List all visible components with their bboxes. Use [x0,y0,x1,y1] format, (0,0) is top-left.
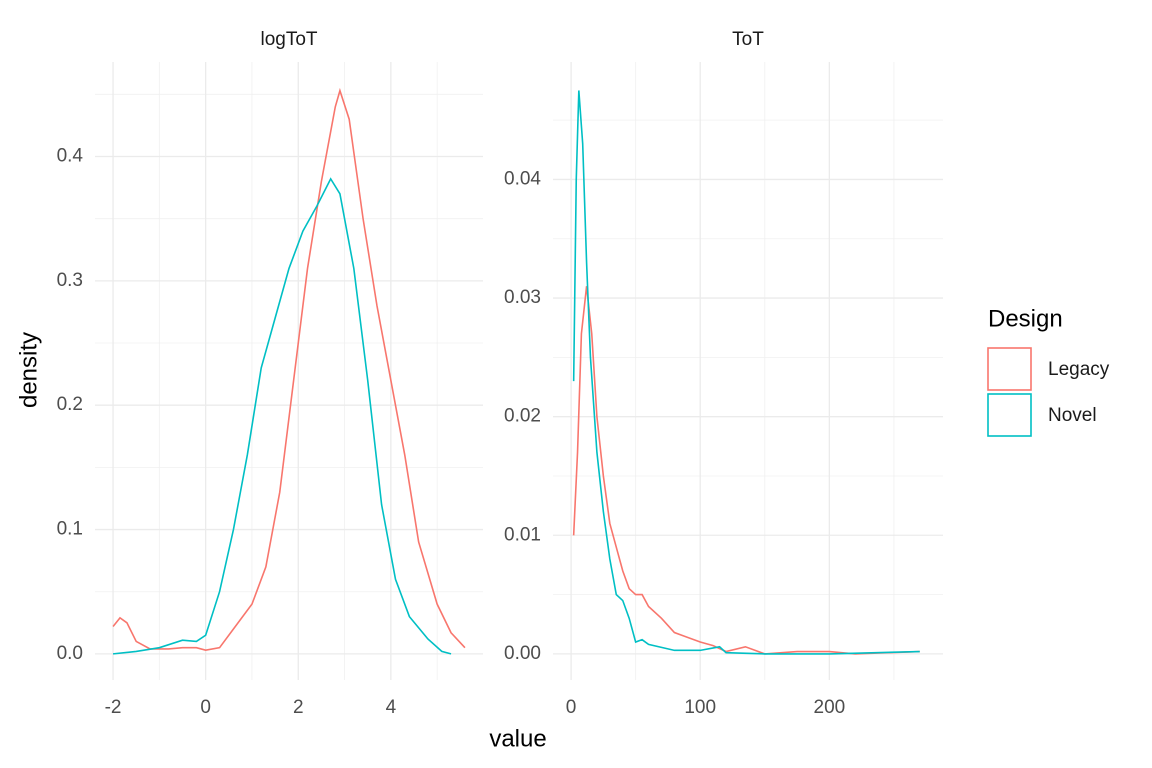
y-tick-label: 0.3 [57,270,83,291]
x-axis-title: value [489,725,546,752]
x-tick-label: -2 [105,697,122,718]
density-line [112,177,452,655]
y-tick-label: 0.02 [504,406,541,427]
legend-title: Design [988,305,1063,332]
density-line [572,90,920,655]
x-tick-label: 0 [200,697,211,718]
y-axis-title: density [15,332,42,408]
y-tick-label: 0.03 [504,287,541,308]
legend-label: Legacy [1048,359,1110,380]
y-tick-label: 0.2 [57,394,83,415]
y-tick-label: 0.01 [504,524,541,545]
legend-label: Novel [1048,405,1097,426]
x-tick-label: 0 [566,697,577,718]
density-line [572,286,920,655]
facet-title: logToT [260,29,317,50]
y-tick-label: 0.0 [57,643,83,664]
y-tick-label: 0.00 [504,643,541,664]
x-tick-label: 2 [293,697,304,718]
x-tick-label: 100 [684,697,716,718]
x-tick-label: 200 [814,697,846,718]
y-tick-label: 0.1 [57,519,83,540]
y-tick-label: 0.4 [57,146,84,167]
y-tick-label: 0.04 [504,168,541,189]
legend-key [987,347,1032,391]
legend-key [987,393,1032,437]
x-tick-label: 4 [386,697,397,718]
density-line [112,87,466,651]
facet-title: ToT [732,29,764,50]
